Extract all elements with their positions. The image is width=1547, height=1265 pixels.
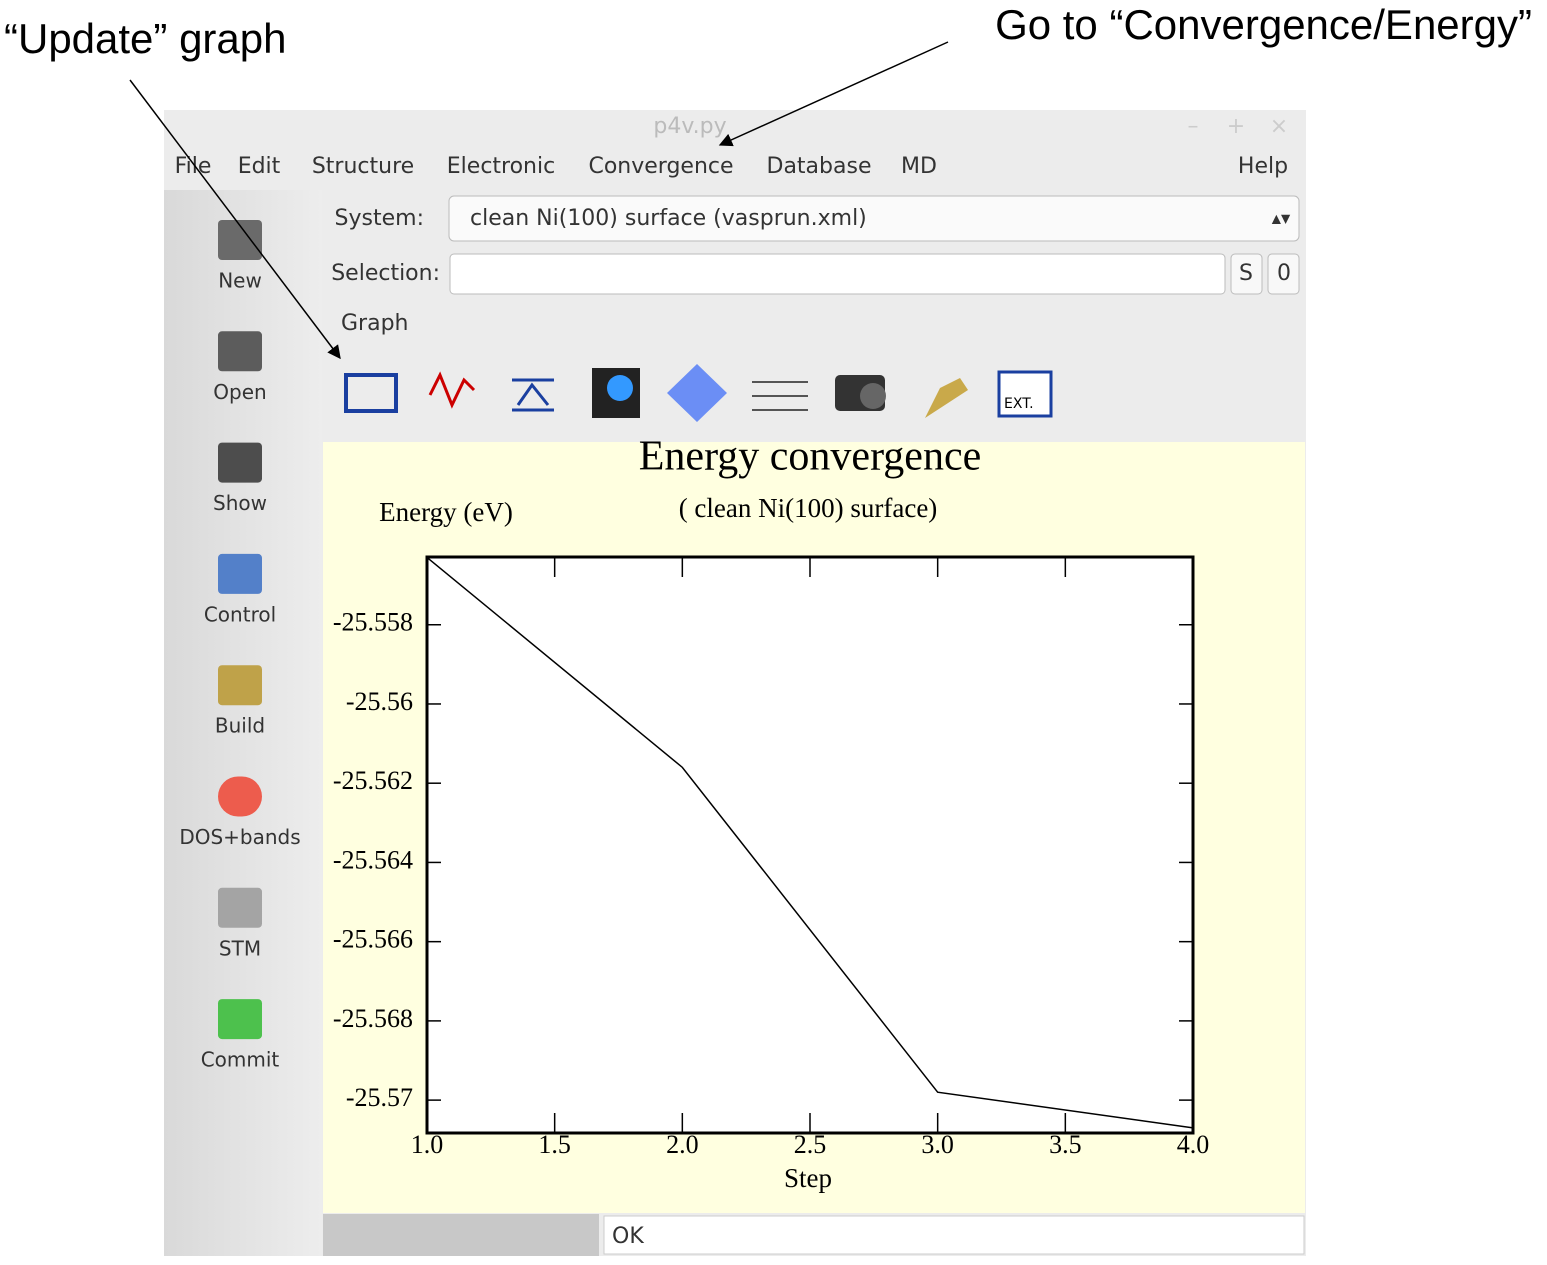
sidebar-icon[interactable] [218,999,262,1040]
y-tick-label: -25.57 [346,1083,413,1112]
plot-area [425,555,1195,1135]
x-tick-label: 2.0 [666,1130,699,1159]
maximize[interactable]: + [1227,114,1245,139]
sidebar-label[interactable]: Control [204,602,276,626]
s-button-label: S [1239,261,1253,286]
graph-label: Graph [341,311,408,336]
sidebar-icon[interactable] [218,665,262,706]
chart-title: Energy convergence [639,434,981,480]
system-select[interactable] [448,195,1300,242]
menu-item[interactable]: Database [767,154,872,179]
s-button[interactable] [1230,253,1263,295]
y-tick-label: -25.56 [346,687,413,716]
y-tick-label: -25.566 [333,925,413,954]
icon[interactable] [752,381,808,411]
status-text: OK [612,1224,644,1249]
sidebar-icon[interactable] [218,553,262,594]
sidebar-label[interactable]: New [218,269,262,293]
x-tick-label: 4.0 [1177,1130,1210,1159]
sidebar-icon[interactable] [218,442,262,483]
sidebar-label[interactable]: STM [219,936,261,960]
minimize[interactable]: – [1188,114,1199,139]
x-tick-label: 3.5 [1049,1130,1082,1159]
icon[interactable] [512,378,554,412]
spinner[interactable]: ▲▼ [1272,212,1291,226]
annotation-arrow [129,79,341,360]
o-button[interactable] [1267,253,1300,295]
icon[interactable] [667,364,727,422]
selection-input[interactable] [449,253,1226,295]
menu-item[interactable]: File [175,154,212,179]
annotation: Go to “Convergence/Energy” [995,1,1532,48]
menu-item[interactable]: Structure [312,154,414,179]
y-tick-label: -25.564 [333,845,413,874]
sidebar-icon[interactable] [218,776,262,817]
status-left [323,1214,599,1256]
close[interactable]: × [1270,114,1288,139]
chart-subtitle: ( clean Ni(100) surface) [679,493,938,523]
data-line [426,556,1194,1129]
selection-label: Selection: [331,261,440,286]
y-tick-label: -25.562 [333,766,413,795]
menu-item[interactable]: Electronic [447,154,555,179]
sidebar-label[interactable]: DOS+bands [179,825,300,849]
x-tick-label: 2.5 [794,1130,827,1159]
icon[interactable] [428,371,476,409]
o-button-label: 0 [1277,261,1291,286]
annotation: “Update” graph [4,15,287,62]
menu-item[interactable]: Help [1238,154,1288,179]
sidebar-icon[interactable] [218,220,262,260]
window-title: p4v.py [653,114,726,139]
y-axis-label: Energy (eV) [379,497,513,527]
sidebar-icon[interactable] [218,331,262,372]
menu-item[interactable]: Convergence [588,154,733,179]
icon-text: EXT. [1004,396,1034,412]
sidebar-label[interactable]: Show [213,491,267,515]
system-value: clean Ni(100) surface (vasprun.xml) [470,206,867,231]
menu-item[interactable]: Edit [238,154,281,179]
x-axis-label: Step [784,1163,832,1193]
annotation-arrow [718,41,949,147]
y-tick-label: -25.558 [333,608,413,637]
icon[interactable] [997,370,1053,418]
toolbar: EXT. [344,364,1053,422]
update-icon[interactable] [344,373,398,413]
status-bar [603,1215,1305,1255]
icon[interactable] [925,378,968,418]
system-label: System: [335,206,424,231]
sidebar-label[interactable]: Open [213,380,266,404]
menu-item[interactable]: MD [901,154,937,179]
y-tick-label: -25.568 [333,1004,413,1033]
x-tick-label: 1.0 [411,1130,444,1159]
sidebar-label[interactable]: Commit [201,1048,280,1072]
x-tick-label: 1.5 [538,1130,571,1159]
sidebar-label[interactable]: Build [215,714,265,738]
icon-part [860,383,886,409]
icon-part [607,375,633,401]
sidebar-icon[interactable] [218,887,262,928]
x-tick-label: 3.0 [921,1130,954,1159]
